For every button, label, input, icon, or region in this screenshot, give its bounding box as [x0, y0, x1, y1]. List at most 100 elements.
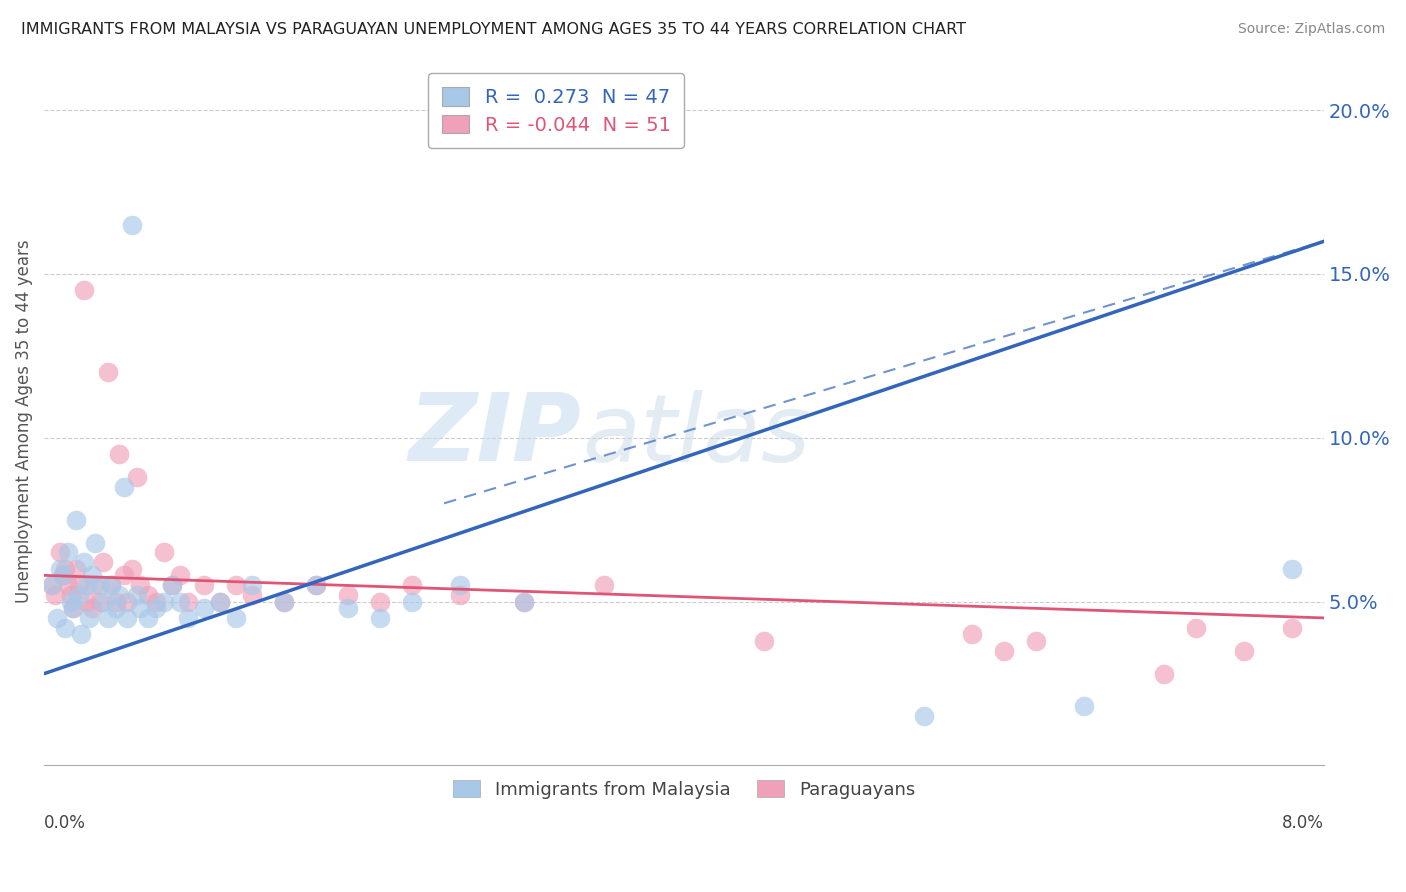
Point	[67, 588, 90, 602]
Point	[273, 594, 295, 608]
Point	[1153, 666, 1175, 681]
Point	[84, 578, 107, 592]
Point	[513, 594, 536, 608]
Point	[1073, 699, 1095, 714]
Point	[65, 562, 87, 576]
Point	[912, 709, 935, 723]
Point	[44, 588, 66, 602]
Point	[82, 601, 104, 615]
Point	[160, 578, 183, 592]
Point	[225, 611, 247, 625]
Point	[41, 578, 63, 592]
Point	[100, 578, 122, 592]
Text: IMMIGRANTS FROM MALAYSIA VS PARAGUAYAN UNEMPLOYMENT AMONG AGES 35 TO 44 YEARS CO: IMMIGRANTS FROM MALAYSIA VS PARAGUAYAN U…	[21, 22, 966, 37]
Point	[62, 601, 84, 615]
Point	[153, 545, 176, 559]
Point	[177, 594, 200, 608]
Point	[53, 621, 76, 635]
Point	[112, 568, 135, 582]
Point	[70, 627, 93, 641]
Point	[41, 578, 63, 592]
Point	[121, 562, 143, 576]
Point	[129, 578, 152, 592]
Point	[76, 578, 98, 592]
Point	[105, 601, 128, 615]
Point	[449, 588, 471, 602]
Point	[145, 594, 167, 608]
Point	[129, 601, 152, 615]
Point	[56, 545, 79, 559]
Legend: Immigrants from Malaysia, Paraguayans: Immigrants from Malaysia, Paraguayans	[444, 771, 924, 808]
Point	[177, 611, 200, 625]
Point	[593, 578, 616, 592]
Text: ZIP: ZIP	[409, 389, 582, 481]
Point	[91, 594, 114, 608]
Point	[125, 588, 148, 602]
Point	[65, 513, 87, 527]
Point	[193, 601, 215, 615]
Point	[60, 588, 83, 602]
Point	[209, 594, 232, 608]
Point	[89, 578, 111, 592]
Point	[121, 218, 143, 232]
Y-axis label: Unemployment Among Ages 35 to 44 years: Unemployment Among Ages 35 to 44 years	[15, 240, 32, 603]
Point	[52, 568, 75, 582]
Point	[108, 447, 131, 461]
Point	[117, 611, 139, 625]
Point	[1281, 562, 1303, 576]
Point	[169, 594, 191, 608]
Point	[305, 578, 328, 592]
Point	[97, 611, 120, 625]
Point	[91, 555, 114, 569]
Point	[60, 594, 83, 608]
Point	[84, 535, 107, 549]
Point	[449, 578, 471, 592]
Point	[169, 568, 191, 582]
Text: Source: ZipAtlas.com: Source: ZipAtlas.com	[1237, 22, 1385, 37]
Point	[73, 555, 96, 569]
Point	[1233, 643, 1256, 657]
Point	[56, 578, 79, 592]
Point	[225, 578, 247, 592]
Point	[49, 545, 72, 559]
Point	[401, 594, 423, 608]
Point	[752, 633, 775, 648]
Point	[62, 601, 84, 615]
Point	[52, 568, 75, 582]
Point	[77, 611, 100, 625]
Point	[67, 578, 90, 592]
Point	[49, 562, 72, 576]
Point	[112, 480, 135, 494]
Point	[993, 643, 1015, 657]
Point	[273, 594, 295, 608]
Point	[368, 594, 391, 608]
Point	[117, 594, 139, 608]
Text: 8.0%: 8.0%	[1282, 814, 1324, 832]
Point	[401, 578, 423, 592]
Point	[76, 594, 98, 608]
Point	[337, 601, 360, 615]
Point	[100, 578, 122, 592]
Point	[153, 594, 176, 608]
Text: atlas: atlas	[582, 390, 810, 481]
Point	[513, 594, 536, 608]
Point	[97, 365, 120, 379]
Point	[1025, 633, 1047, 648]
Point	[337, 588, 360, 602]
Point	[209, 594, 232, 608]
Point	[53, 562, 76, 576]
Point	[108, 588, 131, 602]
Point	[136, 588, 159, 602]
Point	[105, 594, 128, 608]
Point	[45, 611, 67, 625]
Point	[136, 611, 159, 625]
Point	[960, 627, 983, 641]
Text: 0.0%: 0.0%	[44, 814, 86, 832]
Point	[89, 594, 111, 608]
Point	[368, 611, 391, 625]
Point	[193, 578, 215, 592]
Point	[145, 601, 167, 615]
Point	[1281, 621, 1303, 635]
Point	[82, 568, 104, 582]
Point	[125, 470, 148, 484]
